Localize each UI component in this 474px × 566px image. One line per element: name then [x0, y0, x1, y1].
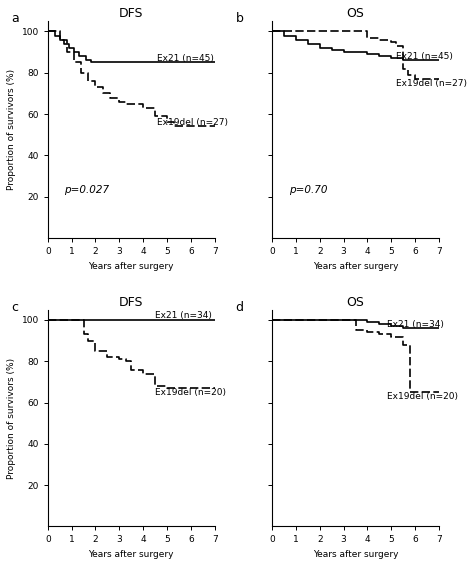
- Text: Ex19del (n=27): Ex19del (n=27): [396, 79, 467, 88]
- Text: p=0.027: p=0.027: [64, 185, 109, 195]
- Text: Ex21 (n=45): Ex21 (n=45): [157, 54, 214, 63]
- Text: Ex19del (n=20): Ex19del (n=20): [155, 388, 226, 397]
- Text: p=0.70: p=0.70: [289, 185, 327, 195]
- Text: c: c: [11, 301, 18, 314]
- X-axis label: Years after surgery: Years after surgery: [89, 550, 174, 559]
- Y-axis label: Proportion of survivors (%): Proportion of survivors (%): [7, 69, 16, 190]
- X-axis label: Years after surgery: Years after surgery: [313, 261, 398, 271]
- Text: Ex21 (n=45): Ex21 (n=45): [396, 52, 453, 61]
- Text: Ex19del (n=20): Ex19del (n=20): [386, 392, 457, 401]
- Title: OS: OS: [346, 7, 365, 20]
- Text: b: b: [236, 12, 243, 25]
- Text: Ex21 (n=34): Ex21 (n=34): [386, 320, 443, 329]
- Title: OS: OS: [346, 295, 365, 308]
- Title: DFS: DFS: [119, 295, 144, 308]
- Title: DFS: DFS: [119, 7, 144, 20]
- Text: d: d: [236, 301, 243, 314]
- Text: a: a: [11, 12, 19, 25]
- X-axis label: Years after surgery: Years after surgery: [313, 550, 398, 559]
- Y-axis label: Proportion of survivors (%): Proportion of survivors (%): [7, 358, 16, 479]
- Text: Ex21 (n=34): Ex21 (n=34): [155, 311, 212, 320]
- Text: Ex19del (n=27): Ex19del (n=27): [157, 118, 228, 127]
- X-axis label: Years after surgery: Years after surgery: [89, 261, 174, 271]
